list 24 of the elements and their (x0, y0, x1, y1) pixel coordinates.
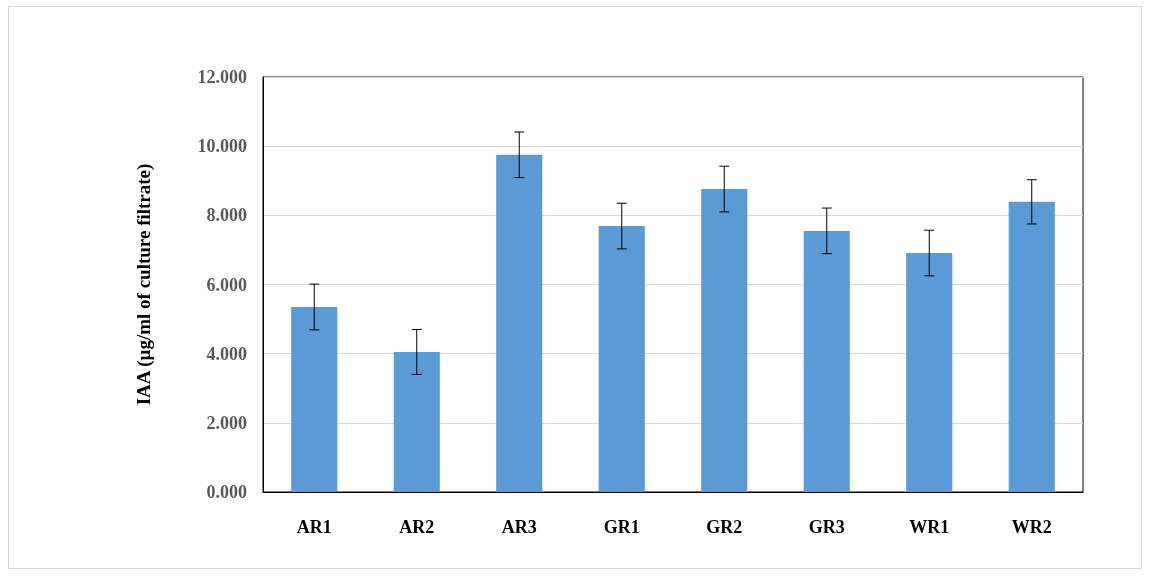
bar (701, 189, 748, 492)
y-tick-label: 12.000 (197, 67, 247, 87)
bar (803, 230, 850, 492)
y-axis-title: IAA (µg/ml of culture filtrate) (133, 163, 155, 406)
y-tick-label: 2.000 (206, 412, 247, 433)
bar (496, 154, 543, 492)
bar (598, 226, 645, 492)
x-tick-label: AR2 (399, 517, 435, 537)
x-tick-label: AR1 (296, 517, 332, 537)
x-tick-label: AR3 (501, 517, 537, 537)
y-tick-label: 6.000 (206, 274, 247, 295)
bar (906, 253, 953, 492)
x-tick-label: GR1 (603, 517, 640, 537)
x-tick-label: WR1 (909, 517, 950, 537)
bar (393, 351, 440, 492)
bar (1008, 201, 1055, 492)
y-tick-label: 10.000 (197, 136, 247, 157)
x-tick-label: GR2 (706, 517, 743, 537)
y-tick-label: 4.000 (206, 343, 247, 364)
y-tick-label: 8.000 (206, 205, 247, 226)
y-tick-label: 0.000 (206, 482, 247, 502)
bar (291, 306, 338, 492)
x-tick-label: GR3 (808, 517, 845, 537)
x-tick-label: WR2 (1011, 517, 1052, 537)
